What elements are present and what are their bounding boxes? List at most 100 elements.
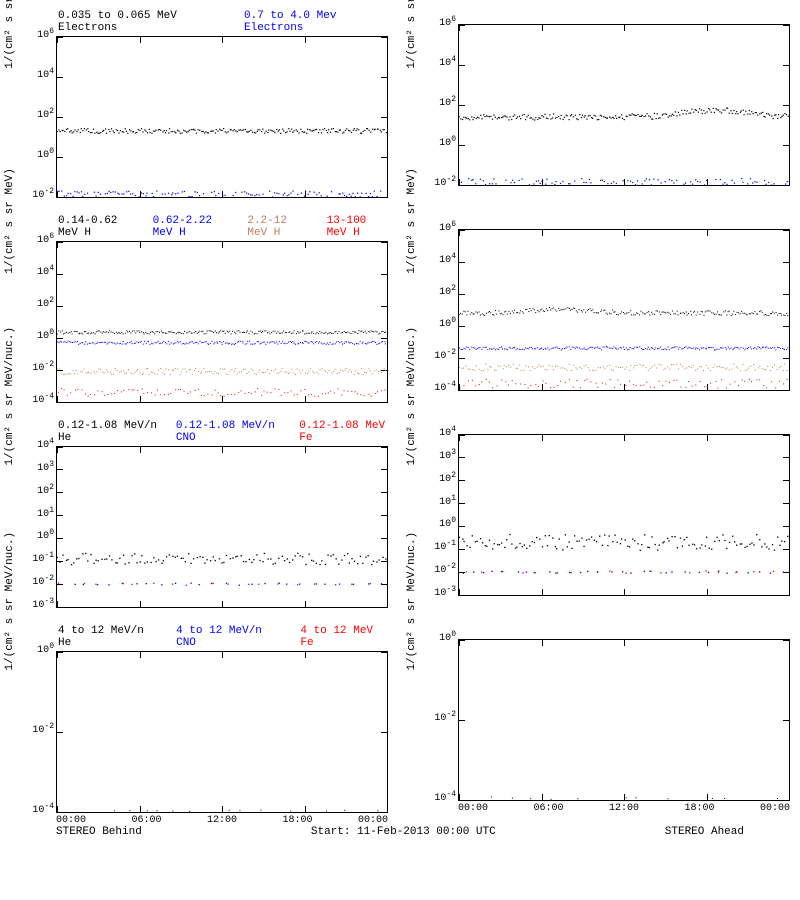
y-tick-label: 104	[37, 67, 54, 81]
panel-headers	[460, 420, 790, 432]
x-tick-label: 00:00	[358, 815, 388, 826]
y-tick-label: 104	[439, 252, 456, 266]
series-header: 13-100 MeV H	[327, 215, 388, 239]
x-tick-label: 06:00	[131, 815, 161, 826]
y-tick-label: 100	[37, 642, 54, 656]
col-label-right: STEREO Ahead	[665, 826, 744, 838]
plot-area	[458, 229, 790, 391]
panel-r2-c1: 1/(cm² s sr MeV/nuc.)10-310-210-11001011…	[412, 420, 790, 621]
panel-r3-c0: 4 to 12 MeV/n He4 to 12 MeV/n CNO4 to 12…	[10, 625, 388, 826]
y-tick-label: 103	[439, 448, 456, 462]
series-header: 0.62-2.22 MeV H	[153, 215, 230, 239]
panel-r1-c1: 1/(cm² s sr MeV)10-410-2100102104106	[412, 215, 790, 416]
y-tick-label: 10-3	[32, 597, 54, 611]
panel-r0-c1: 1/(cm² s sr MeV)10-2100102104106	[412, 10, 790, 211]
y-tick-label: 106	[37, 27, 54, 41]
y-tick-label: 10-4	[32, 392, 54, 406]
y-tick-label: 106	[37, 232, 54, 246]
y-axis-label: 1/(cm² s sr MeV)	[406, 168, 418, 274]
y-axis-label: 1/(cm² s sr MeV/nuc.)	[4, 531, 16, 670]
panel-headers: 0.035 to 0.065 MeV Electrons 0.7 to 4.0 M…	[58, 10, 388, 34]
panel-headers	[460, 215, 790, 227]
start-label: Start: 11-Feb-2013 00:00 UTC	[311, 826, 496, 838]
plot-area	[458, 24, 790, 186]
y-tick-label: 100	[37, 147, 54, 161]
y-tick-label: 10-2	[434, 710, 456, 724]
series-header: 2.2-12 MeV H	[247, 215, 308, 239]
y-tick-label: 102	[439, 95, 456, 109]
y-tick-label: 10-4	[434, 380, 456, 394]
x-tick-label: 12:00	[207, 815, 237, 826]
y-tick-label: 101	[439, 493, 456, 507]
series-header: 0.12-1.08 MeV Fe	[299, 420, 388, 444]
y-axis-label: 1/(cm² s sr MeV)	[4, 0, 16, 68]
y-tick-label: 100	[37, 328, 54, 342]
y-tick-label: 101	[37, 505, 54, 519]
y-tick-label: 104	[37, 437, 54, 451]
y-tick-label: 100	[439, 516, 456, 530]
y-tick-label: 10-2	[32, 722, 54, 736]
y-tick-label: 10-2	[32, 574, 54, 588]
y-tick-label: 10-2	[32, 187, 54, 201]
x-tick-label: 18:00	[282, 815, 312, 826]
y-tick-label: 100	[439, 135, 456, 149]
y-tick-label: 104	[439, 55, 456, 69]
y-tick-label: 102	[37, 296, 54, 310]
series-header: 4 to 12 MeV Fe	[300, 625, 388, 649]
y-tick-label: 10-4	[32, 802, 54, 816]
series-header: 0.12-1.08 MeV/n CNO	[176, 420, 281, 444]
y-tick-label: 100	[439, 316, 456, 330]
y-tick-label: 106	[439, 220, 456, 234]
y-tick-label: 102	[439, 471, 456, 485]
y-axis-label: 1/(cm² s sr MeV/nuc.)	[406, 326, 418, 465]
panel-r3-c1: 1/(cm² s sr MeV/nuc.)10-410-210000:0006:…	[412, 625, 790, 826]
x-tick-labels: 00:00 06:00 12:00 18:00 00:00	[56, 815, 388, 826]
y-tick-label: 104	[37, 264, 54, 278]
y-tick-label: 10-2	[434, 348, 456, 362]
panel-headers: 0.12-1.08 MeV/n He 0.12-1.08 MeV/n CNO 0.1…	[58, 420, 388, 444]
y-tick-label: 106	[439, 15, 456, 29]
series-header: 4 to 12 MeV/n CNO	[176, 625, 282, 649]
series-header: 0.14-0.62 MeV H	[58, 215, 135, 239]
panel-r1-c0: 0.14-0.62 MeV H 0.62-2.22 MeV H 2.2-12 MeV…	[10, 215, 388, 416]
y-tick-label: 10-2	[434, 175, 456, 189]
panel-headers: 0.14-0.62 MeV H 0.62-2.22 MeV H 2.2-12 MeV…	[58, 215, 388, 239]
y-axis-label: 1/(cm² s sr MeV/nuc.)	[4, 326, 16, 465]
y-axis-label: 1/(cm² s sr MeV/nuc.)	[406, 531, 418, 670]
y-tick-label: 102	[439, 284, 456, 298]
x-tick-label: 00:00	[56, 815, 86, 826]
y-tick-label: 10-3	[434, 585, 456, 599]
x-tick-label: 18:00	[684, 803, 714, 814]
y-axis-label: 1/(cm² s sr MeV)	[406, 0, 418, 68]
series-header: 0.035 to 0.065 MeV Electrons	[58, 10, 226, 34]
x-tick-labels: 00:00 06:00 12:00 18:00 00:00	[458, 803, 790, 814]
panel-headers	[460, 625, 790, 637]
col-label-left: STEREO Behind	[56, 826, 142, 838]
x-tick-label: 00:00	[760, 803, 790, 814]
series-header: 0.12-1.08 MeV/n He	[58, 420, 158, 444]
y-tick-label: 10-2	[32, 360, 54, 374]
series-header: 0.7 to 4.0 Mev Electrons	[244, 10, 388, 34]
y-tick-label: 10-4	[434, 790, 456, 804]
panel-r0-c0: 0.035 to 0.065 MeV Electrons 0.7 to 4.0 M…	[10, 10, 388, 211]
y-tick-label: 10-1	[434, 539, 456, 553]
y-tick-label: 10-1	[32, 551, 54, 565]
x-tick-label: 00:00	[458, 803, 488, 814]
y-tick-label: 100	[37, 528, 54, 542]
y-tick-label: 102	[37, 107, 54, 121]
plot-area	[56, 36, 388, 198]
plot-area	[56, 446, 388, 608]
y-tick-label: 100	[439, 630, 456, 644]
panel-headers: 4 to 12 MeV/n He4 to 12 MeV/n CNO4 to 12…	[58, 625, 388, 649]
x-tick-label: 12:00	[609, 803, 639, 814]
y-tick-label: 102	[37, 483, 54, 497]
plot-area	[56, 241, 388, 403]
plot-area	[458, 434, 790, 596]
y-tick-label: 103	[37, 460, 54, 474]
plot-area	[56, 651, 388, 813]
x-tick-label: 06:00	[533, 803, 563, 814]
plot-area	[458, 639, 790, 801]
y-tick-label: 10-2	[434, 562, 456, 576]
panel-r2-c0: 0.12-1.08 MeV/n He 0.12-1.08 MeV/n CNO 0.1…	[10, 420, 388, 621]
panel-headers	[460, 10, 790, 22]
